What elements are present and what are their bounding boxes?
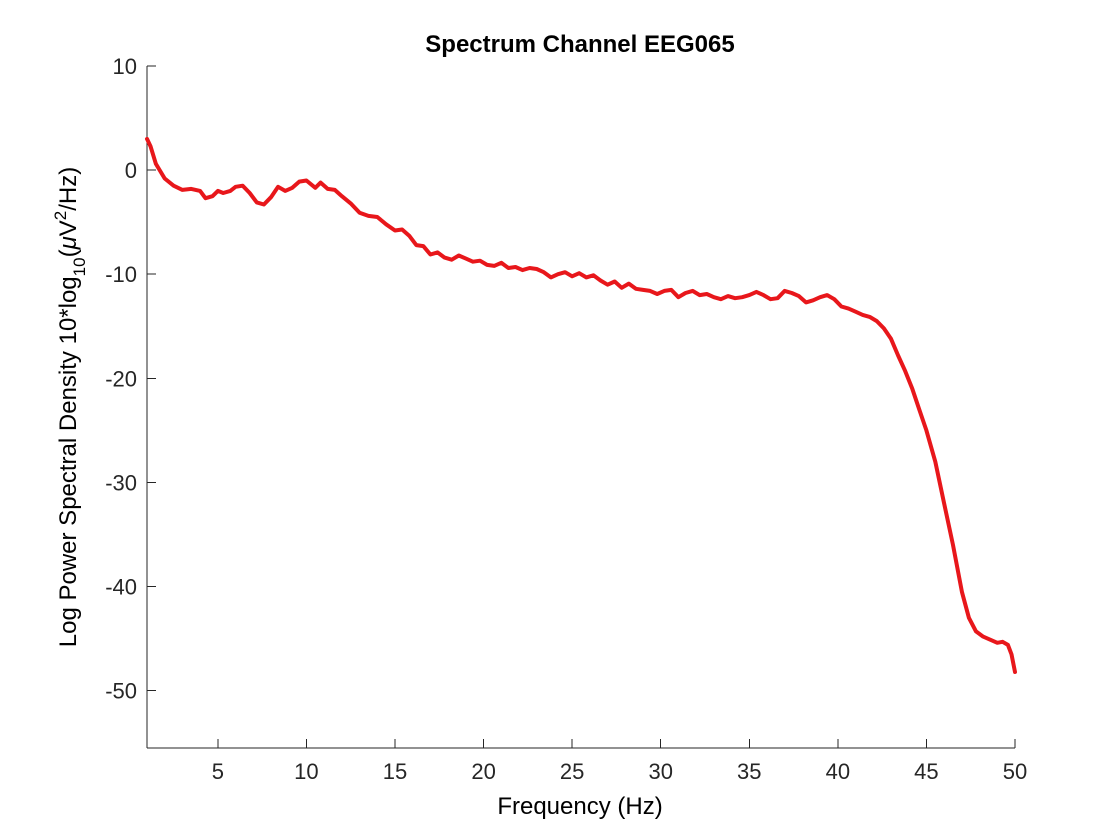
x-tick-label: 30 (648, 759, 672, 784)
y-axis-label-open: ( (55, 249, 82, 257)
y-axis-label-close: /Hz) (55, 167, 82, 211)
y-tick-label: -50 (105, 679, 137, 704)
y-tick-label: 0 (125, 158, 137, 183)
y-tick-label: 10 (113, 54, 137, 79)
x-tick-label: 40 (826, 759, 850, 784)
x-tick-label: 5 (212, 759, 224, 784)
y-axis-label-unit: V (55, 220, 82, 236)
x-tick-label: 25 (560, 759, 584, 784)
y-axis-label-sub: 10 (70, 257, 89, 276)
y-ticks: 10 0 -10 -20 -30 -40 -50 (105, 54, 156, 704)
y-axis-label: Log Power Spectral Density 10*log10(μV2/… (51, 167, 89, 647)
x-tick-label: 20 (471, 759, 495, 784)
x-tick-label: 15 (383, 759, 407, 784)
y-tick-label: -40 (105, 575, 137, 600)
y-tick-label: -10 (105, 262, 137, 287)
x-tick-label: 45 (914, 759, 938, 784)
x-tick-label: 10 (294, 759, 318, 784)
x-tick-label: 35 (737, 759, 761, 784)
axes (146, 66, 1015, 749)
x-axis-label: Frequency (Hz) (497, 793, 662, 820)
series-line (145, 136, 1017, 674)
chart-title: Spectrum Channel EEG065 (425, 31, 734, 58)
series-group (145, 136, 1017, 674)
x-tick-label: 50 (1003, 759, 1027, 784)
x-ticks: 5 10 15 20 25 30 35 40 45 50 (212, 739, 1027, 784)
y-tick-label: -20 (105, 366, 137, 391)
y-tick-label: -30 (105, 470, 137, 495)
y-axis-label-mu: μ (55, 236, 82, 250)
y-axis-label-sup: 2 (51, 211, 70, 220)
y-axis-label-prefix: Log Power Spectral Density 10*log (55, 276, 82, 647)
